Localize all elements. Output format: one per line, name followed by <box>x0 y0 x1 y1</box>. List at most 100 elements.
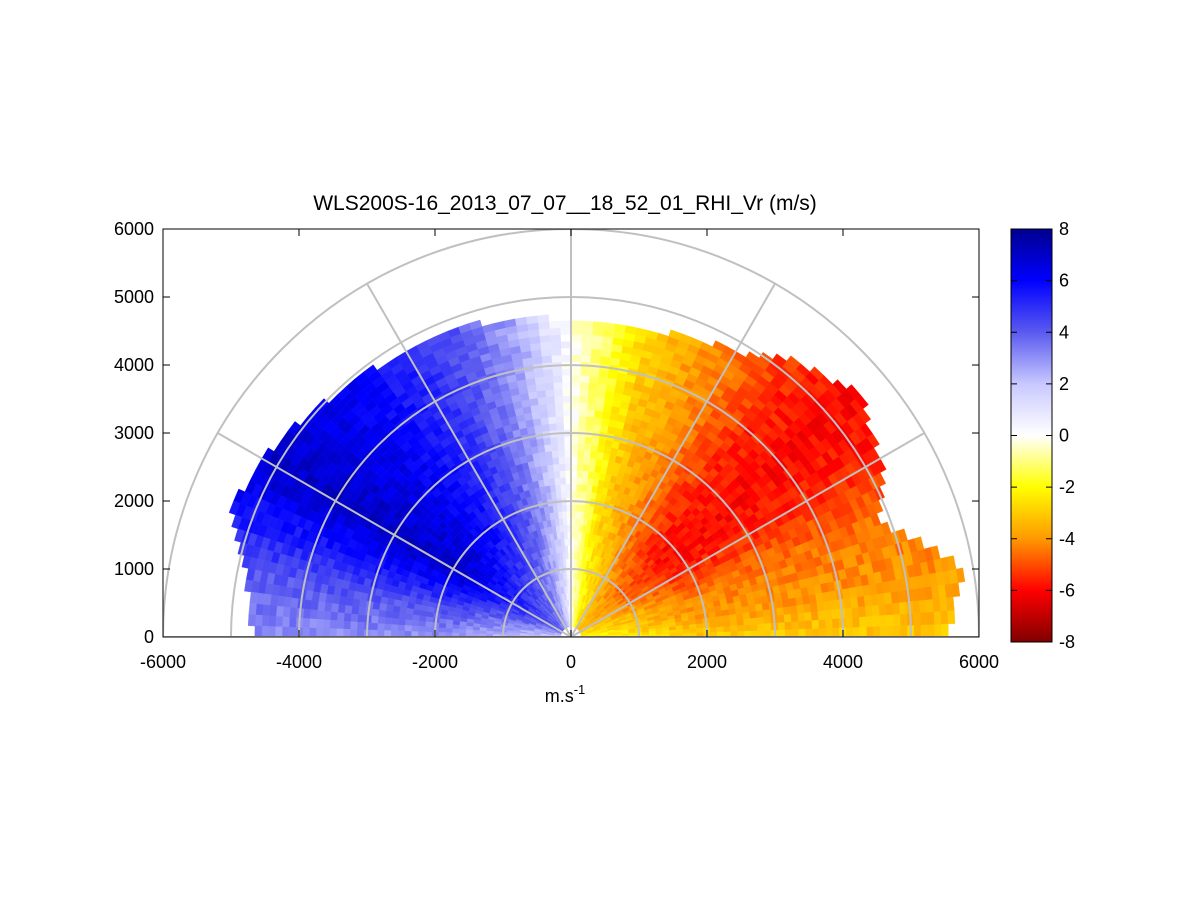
velocity-cell <box>818 627 827 637</box>
velocity-cell <box>555 422 565 431</box>
velocity-cell <box>268 605 278 617</box>
velocity-cell <box>573 538 579 546</box>
velocity-cell <box>579 511 585 519</box>
velocity-cell <box>559 470 566 478</box>
velocity-cell <box>886 625 895 637</box>
velocity-cell <box>716 620 724 628</box>
velocity-cell <box>322 628 330 637</box>
velocity-cell <box>559 320 572 329</box>
velocity-cell <box>762 608 771 617</box>
velocity-cell <box>385 604 394 613</box>
velocity-cell <box>891 602 901 615</box>
colorbar-gradient <box>1011 229 1052 642</box>
velocity-cell <box>372 601 381 611</box>
velocity-cell <box>404 625 412 632</box>
velocity-cell <box>782 605 792 615</box>
velocity-cell <box>370 622 378 631</box>
velocity-cell <box>816 601 825 612</box>
velocity-cell <box>825 618 833 629</box>
velocity-cell <box>595 389 606 399</box>
velocity-cell <box>336 620 345 630</box>
velocity-cell <box>844 607 853 619</box>
velocity-cell <box>594 458 603 467</box>
velocity-cell <box>308 627 317 637</box>
velocity-cell <box>465 629 473 634</box>
velocity-cell <box>811 619 820 629</box>
velocity-cell <box>913 624 922 637</box>
velocity-cell <box>784 629 793 637</box>
velocity-cell <box>550 347 562 356</box>
velocity-cell <box>865 615 874 627</box>
velocity-cell <box>275 616 283 628</box>
velocity-cell <box>350 605 360 615</box>
velocity-cell <box>438 627 446 633</box>
velocity-cell <box>570 354 582 363</box>
velocity-cell <box>249 591 259 605</box>
velocity-cell <box>349 629 358 637</box>
velocity-cell <box>818 618 827 629</box>
velocity-cell <box>879 614 888 627</box>
velocity-cell <box>562 402 572 410</box>
velocity-cell <box>397 618 406 626</box>
velocity-cell <box>586 402 596 411</box>
velocity-cell <box>573 545 578 553</box>
velocity-cell <box>534 376 545 385</box>
velocity-cell <box>384 617 393 625</box>
velocity-cell <box>585 491 592 500</box>
velocity-cell <box>783 613 792 623</box>
x-tick-label: 4000 <box>823 652 863 672</box>
velocity-cell <box>424 626 433 633</box>
velocity-cell <box>550 443 559 452</box>
velocity-cell <box>247 614 256 627</box>
velocity-cell <box>585 423 594 431</box>
velocity-cell <box>851 606 860 618</box>
velocity-cell <box>592 478 599 487</box>
velocity-cell <box>336 628 344 637</box>
velocity-cell <box>397 624 406 632</box>
velocity-cell <box>560 354 572 363</box>
velocity-cell <box>789 605 798 615</box>
velocity-cell <box>550 341 562 349</box>
velocity-cell <box>552 381 563 390</box>
velocity-cell <box>544 382 554 391</box>
velocity-cell <box>329 611 338 621</box>
velocity-cell <box>356 621 365 631</box>
velocity-cell <box>563 436 572 444</box>
velocity-cell <box>577 443 585 451</box>
colorbar: 8 6 4 2 0 -2 -4 -6 -8 <box>1010 219 1075 652</box>
velocity-cell <box>570 436 579 444</box>
velocity-cell <box>757 629 766 637</box>
velocity-cell <box>445 623 453 629</box>
velocity-cell <box>378 603 388 612</box>
velocity-cell <box>830 599 839 610</box>
velocity-cell <box>598 369 609 378</box>
velocity-cell <box>873 625 881 637</box>
velocity-cell <box>357 614 365 623</box>
velocity-cell <box>764 622 772 631</box>
velocity-cell <box>398 612 407 620</box>
velocity-cell <box>411 614 420 622</box>
velocity-cell <box>317 601 326 612</box>
velocity-cell <box>579 381 590 390</box>
velocity-cell <box>587 389 598 398</box>
velocity-cell <box>330 603 339 613</box>
y-tick-label: 1000 <box>114 559 154 579</box>
x-tick-label: 2000 <box>687 652 727 672</box>
velocity-cell <box>563 415 572 424</box>
velocity-cell <box>824 609 833 620</box>
velocity-cell <box>791 620 799 630</box>
velocity-cell <box>682 628 691 634</box>
velocity-cell <box>886 614 895 627</box>
velocity-cell <box>570 415 579 424</box>
x-tick-label: -6000 <box>140 652 186 672</box>
velocity-cell <box>580 354 591 363</box>
velocity-cell <box>593 416 603 426</box>
velocity-cell <box>539 341 552 350</box>
velocity-cell <box>337 604 346 614</box>
velocity-cell <box>586 409 596 418</box>
velocity-cell <box>492 631 501 635</box>
velocity-cell <box>275 605 284 618</box>
velocity-cell <box>539 416 549 426</box>
velocity-cell <box>545 395 555 404</box>
